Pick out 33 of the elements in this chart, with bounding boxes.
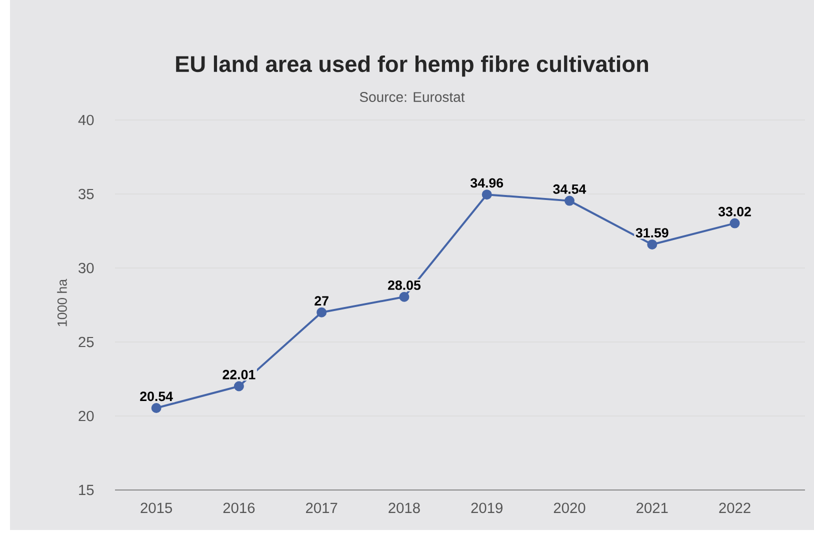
x-tick-label: 2022 bbox=[719, 502, 750, 514]
point bbox=[234, 381, 244, 392]
point bbox=[399, 292, 410, 302]
point bbox=[482, 190, 492, 200]
x-tick-label: 2020 bbox=[554, 502, 586, 514]
x-tick-label: 2021 bbox=[636, 502, 668, 514]
point bbox=[730, 218, 740, 228]
data-label: 28.05 bbox=[388, 280, 421, 290]
data-label: 33.02 bbox=[718, 206, 751, 216]
chart-title: EU land area used for hemp fibre cultivation bbox=[176, 55, 648, 77]
y-tick-label: 30 bbox=[78, 262, 94, 274]
x-tick-label: 2018 bbox=[388, 502, 420, 514]
point bbox=[564, 196, 574, 206]
point bbox=[647, 239, 658, 250]
data-label: 22.01 bbox=[222, 370, 256, 380]
y-tick-label: 20 bbox=[78, 410, 94, 422]
point bbox=[316, 307, 327, 318]
data-label: 27 bbox=[314, 296, 328, 306]
chart-subtitle: Source: Eurostat bbox=[360, 92, 465, 102]
data-label: 34.54 bbox=[553, 184, 586, 194]
x-tick-label: 2016 bbox=[223, 502, 255, 514]
y-tick-label: 25 bbox=[78, 336, 94, 348]
x-tick-label: 2019 bbox=[471, 502, 502, 514]
y-tick-label: 15 bbox=[79, 484, 94, 496]
x-tick-label: 2015 bbox=[140, 502, 172, 514]
data-label: 34.96 bbox=[470, 178, 504, 188]
point bbox=[151, 403, 162, 414]
y-tick-label: 35 bbox=[78, 188, 94, 200]
x-tick-label: 2017 bbox=[306, 502, 338, 514]
y-axis-title: 1000 ha bbox=[57, 278, 67, 326]
y-tick-label: 40 bbox=[78, 114, 94, 126]
data-label: 31.59 bbox=[636, 228, 668, 238]
data-label: 20.54 bbox=[140, 392, 173, 402]
